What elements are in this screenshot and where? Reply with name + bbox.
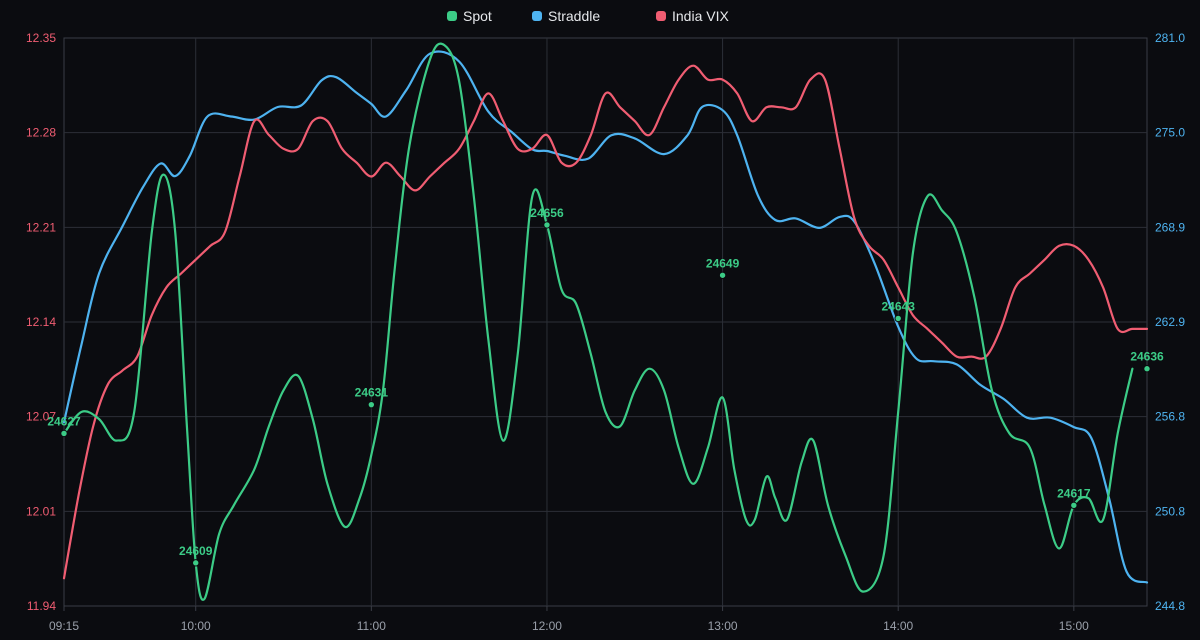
left-axis-tick-label: 12.21 [26, 220, 56, 234]
spot-line [62, 42, 1134, 601]
left-axis-tick-label: 12.14 [26, 315, 56, 329]
legend-swatch-india-vix [656, 11, 666, 21]
spot-label-marker [1070, 501, 1078, 510]
right-axis-tick-label: 250.8 [1155, 504, 1185, 518]
right-axis-tick-label: 275.0 [1155, 126, 1185, 140]
data-labels: 24627 24609 24631 24656 24649 24643 24617 24636 [47, 206, 1164, 567]
legend-item-straddle[interactable]: Straddle [532, 6, 600, 26]
chart-legend: Spot Straddle India VIX [0, 6, 1200, 26]
left-axis-tick-label: 12.35 [26, 31, 56, 45]
spot-data-label: 24636 [1130, 350, 1164, 364]
legend-item-india-vix[interactable]: India VIX [656, 6, 729, 26]
right-axis-tick-label: 244.8 [1155, 599, 1185, 613]
spot-label-marker [718, 271, 727, 279]
right-axis-tick-label: 262.9 [1155, 315, 1185, 329]
spot-data-label: 24609 [179, 544, 213, 558]
right-axis-tick-label: 281.0 [1155, 31, 1185, 45]
legend-swatch-straddle [532, 11, 542, 21]
spot-data-label: 24631 [355, 386, 389, 400]
left-axis-tick-label: 12.01 [26, 504, 56, 518]
x-axis-tick-label: 15:00 [1059, 619, 1089, 633]
legend-swatch-spot [447, 11, 457, 21]
left-axis-tick-label: 12.28 [26, 126, 56, 140]
axes: 12.35 281.0 12.28 275.0 12.21 268.9 12.14 262.9… [26, 31, 1185, 633]
legend-label-india-vix: India VIX [672, 8, 729, 24]
legend-label-straddle: Straddle [548, 8, 601, 24]
x-axis-tick-label: 13:00 [708, 619, 738, 633]
grid-lines [63, 37, 1148, 607]
india-vix-line [62, 64, 1149, 580]
spot-data-label: 24627 [47, 414, 81, 428]
series-lines [62, 42, 1149, 601]
left-axis-tick-label: 12.07 [26, 410, 56, 424]
spot-label-marker [1143, 365, 1151, 373]
spot-label-marker [894, 314, 902, 323]
right-axis-tick-label: 256.8 [1155, 410, 1185, 424]
right-axis-tick-label: 268.9 [1155, 220, 1185, 234]
spot-data-label: 24617 [1057, 486, 1091, 500]
x-axis-tick-label: 09:15 [49, 619, 79, 633]
spot-label-marker [543, 221, 551, 229]
x-axis-tick-label: 12:00 [532, 619, 562, 633]
straddle-line [62, 50, 1149, 584]
spot-label-marker [192, 559, 200, 567]
x-axis-tick-label: 10:00 [181, 619, 211, 633]
legend-label-spot: Spot [463, 8, 492, 24]
x-axis-tick-label: 11:00 [357, 619, 386, 633]
legend-item-spot[interactable]: Spot [447, 6, 492, 26]
spot-label-marker [367, 400, 376, 409]
spot-data-label: 24649 [706, 256, 740, 270]
spot-data-label: 24643 [882, 299, 916, 313]
x-axis-tick-label: 14:00 [883, 619, 913, 633]
spot-label-marker [60, 429, 68, 438]
left-axis-tick-label: 11.94 [27, 599, 56, 613]
spot-data-label: 24656 [530, 206, 564, 220]
